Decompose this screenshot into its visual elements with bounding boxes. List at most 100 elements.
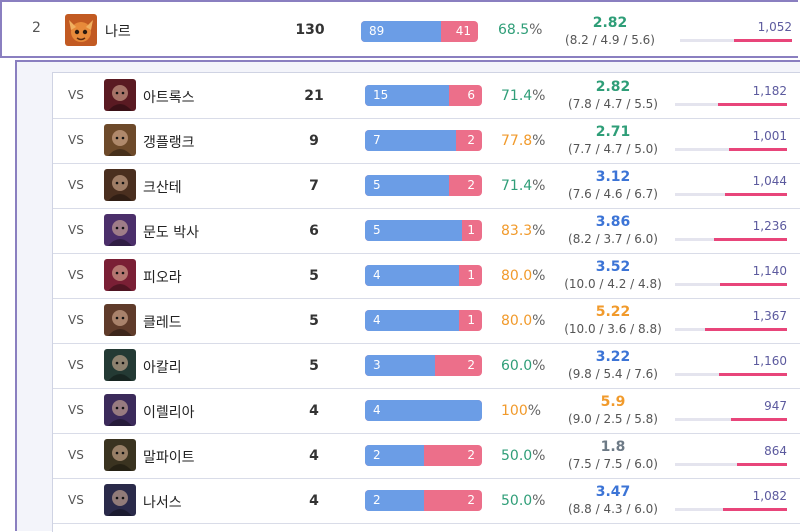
kda-detail: (9.8 / 5.4 / 7.6) [568, 367, 658, 381]
gold-fill [714, 238, 787, 241]
kda: 2.71 (7.7 / 4.7 / 5.0) [558, 123, 668, 158]
gold-value: 947 [764, 399, 787, 413]
games-count: 5 [309, 358, 319, 374]
winrate: 83.3% [501, 223, 545, 239]
gold-track [675, 103, 787, 106]
losses-count: 2 [467, 178, 475, 192]
gold-fill [719, 283, 787, 286]
kda-ratio: 3.52 [595, 259, 631, 275]
kda-detail: (8.2 / 4.9 / 5.6) [565, 33, 655, 47]
gold-value: 1,052 [757, 20, 792, 34]
winrate-value: 80.0 [501, 313, 533, 329]
games-count: 5 [309, 268, 319, 284]
winrate: 50.0% [501, 493, 545, 509]
losses-count: 41 [455, 24, 471, 38]
gold: 1,367 [675, 308, 787, 331]
gangplank-portrait-icon [104, 124, 136, 156]
matchup-row[interactable]: VS 갱플랭크 9 7 2 77.8% 2.71 (7.7 / 4.7 / 5.0) 1,001 [53, 118, 800, 164]
kda-ratio: 2.82 [595, 79, 631, 95]
opponent-name: 아칼리 [143, 360, 182, 376]
vs-label: VS [68, 313, 84, 327]
gold-track [675, 328, 787, 331]
wins-count: 4 [373, 313, 381, 327]
gold-value: 864 [764, 444, 787, 458]
matchup-row[interactable]: VS 나서스 4 2 2 50.0% 3.47 (8.8 / 4.3 / 6.0) 1,082 [53, 478, 800, 524]
matchup-row[interactable]: VS 피오라 5 4 1 80.0% 3.52 (10.0 / 4.2 / 4.8) 1,140 [53, 253, 800, 299]
percent-sign: % [532, 358, 546, 374]
wins-fill [365, 310, 459, 331]
opponent-name: 말파이트 [143, 450, 195, 466]
matchup-row[interactable]: VS 크산테 7 5 2 71.4% 3.12 (7.6 / 4.6 / 6.7) 1,044 [53, 163, 800, 209]
wins-fill [365, 355, 436, 376]
gold-track [675, 238, 787, 241]
wins-count: 5 [373, 223, 381, 237]
gold-track [675, 508, 787, 511]
kda-ratio: 2.82 [592, 15, 628, 31]
kda: 3.22 (9.8 / 5.4 / 7.6) [558, 348, 668, 383]
malphite-portrait-icon [104, 439, 136, 471]
kda: 2.82 (8.2 / 4.9 / 5.6) [555, 14, 665, 49]
percent-sign: % [527, 403, 542, 419]
kda-detail: (7.7 / 4.7 / 5.0) [568, 142, 658, 156]
gold-value: 1,160 [752, 354, 787, 368]
winrate: 80.0% [501, 268, 545, 284]
wins-fill [365, 490, 424, 511]
gold-track [675, 283, 787, 286]
matchup-row[interactable]: VS 클레드 5 4 1 80.0% 5.22 (10.0 / 3.6 / 8.8) 1,367 [53, 298, 800, 344]
wins-fill [365, 400, 482, 421]
matchup-row[interactable]: VS 아트록스 21 15 6 71.4% 2.82 (7.8 / 4.7 / 5.5) 1,1… [53, 73, 800, 119]
kda: 5.22 (10.0 / 3.6 / 8.8) [558, 303, 668, 338]
irelia-portrait-icon [104, 394, 136, 426]
vs-label: VS [68, 133, 84, 147]
losses-count: 2 [467, 448, 475, 462]
kda: 2.82 (7.8 / 4.7 / 5.5) [558, 78, 668, 113]
gnar-portrait-icon [65, 14, 97, 46]
vs-label: VS [68, 448, 84, 462]
champion-summary-row[interactable]: 2 나르 130 89 41 68.5% 2.82 (8.2 / 4.9 / 5… [0, 0, 798, 58]
opponent-name: 나서스 [143, 495, 182, 511]
winrate-value: 50.0 [501, 448, 533, 464]
gold-fill [736, 463, 787, 466]
matchup-row[interactable]: VS 이렐리아 4 4 100% 5.9 (9.0 / 2.5 / 5.8) 947 [53, 388, 800, 434]
kda: 3.47 (8.8 / 4.3 / 6.0) [558, 483, 668, 518]
gold: 1,160 [675, 353, 787, 376]
gold: 1,082 [675, 488, 787, 511]
gold-value: 1,367 [752, 309, 787, 323]
matchup-row[interactable]: VS 말파이트 4 2 2 50.0% 1.8 (7.5 / 7.5 / 6.0) 864 [53, 433, 800, 479]
opponent-name: 문도 박사 [143, 225, 199, 241]
kda-ratio: 3.86 [595, 214, 631, 230]
kda: 1.8 (7.5 / 7.5 / 6.0) [558, 438, 668, 473]
kda-detail: (8.2 / 3.7 / 6.0) [568, 232, 658, 246]
akali-portrait-icon [104, 349, 136, 381]
aatrox-portrait-icon [104, 79, 136, 111]
wins-count: 15 [373, 88, 389, 102]
matchup-row[interactable]: VS 문도 박사 6 5 1 83.3% 3.86 (8.2 / 3.7 / 6.0) 1,23… [53, 208, 800, 254]
opponent-name: 갱플랭크 [143, 135, 195, 151]
losses-count: 1 [467, 313, 475, 327]
gold-fill [725, 193, 787, 196]
kda: 5.9 (9.0 / 2.5 / 5.8) [558, 393, 668, 428]
gold: 1,140 [675, 263, 787, 286]
gold: 1,001 [675, 128, 787, 151]
winrate: 100% [501, 403, 541, 419]
matchup-row[interactable]: VS 아칼리 5 3 2 60.0% 3.22 (9.8 / 5.4 / 7.6) 1,160 [53, 343, 800, 389]
gold-fill [733, 39, 792, 42]
winrate-value: 77.8 [501, 133, 533, 149]
gold: 1,182 [675, 83, 787, 106]
wins-fill [365, 220, 463, 241]
fiora-portrait-icon [104, 259, 136, 291]
kda-detail: (7.6 / 4.6 / 6.7) [568, 187, 658, 201]
mundo-portrait-icon [104, 214, 136, 246]
games-count: 9 [309, 133, 319, 149]
gold-value: 1,044 [752, 174, 787, 188]
wins-count: 2 [373, 493, 381, 507]
gold-track [675, 373, 787, 376]
vs-label: VS [68, 223, 84, 237]
wins-count: 3 [373, 358, 381, 372]
games-count: 5 [309, 313, 319, 329]
